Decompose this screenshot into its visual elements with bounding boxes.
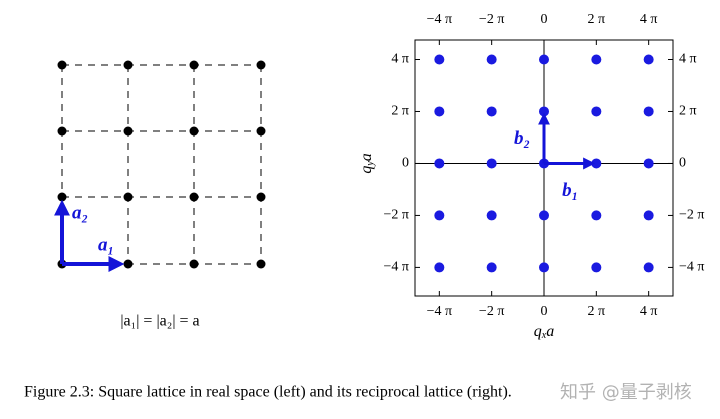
y-tick-label: 4 π — [391, 52, 409, 67]
y-tick-label-right: 0 — [679, 156, 686, 171]
x-tick-label-top: 2 π — [588, 12, 606, 27]
point — [643, 158, 654, 169]
lattice-point — [57, 192, 67, 202]
point — [539, 106, 549, 117]
label-a1: a₁ — [98, 234, 114, 255]
real-space-lattice — [61, 64, 262, 265]
y-tick-label: −2 π — [384, 208, 409, 223]
y-axis-label-base: q — [358, 166, 375, 174]
point — [486, 54, 497, 65]
lattice-point — [57, 126, 67, 136]
y-axis-label-tail: a — [358, 153, 375, 161]
point — [434, 54, 445, 65]
point — [643, 54, 654, 65]
x-tick-label: 2 π — [588, 304, 606, 319]
y-tick-label: 2 π — [391, 104, 409, 119]
point — [486, 106, 497, 117]
reciprocal-plot: −4 π −4 π −2 π −2 π 0 0 2 π 2 π 4 π 4 π −4 π −4 π −2… — [358, 12, 705, 341]
label-a2: a₂ — [72, 202, 88, 223]
point — [591, 54, 602, 65]
x-tick-label: 0 — [541, 304, 548, 319]
point — [643, 106, 654, 117]
x-tick-label: 4 π — [640, 304, 658, 319]
lattice-point — [189, 192, 199, 202]
point — [643, 210, 654, 221]
point — [591, 158, 602, 169]
x-tick-label: −4 π — [427, 304, 452, 319]
point — [486, 210, 497, 221]
point — [434, 210, 445, 221]
lattice-point — [256, 192, 266, 202]
point — [539, 54, 549, 65]
point — [434, 158, 445, 169]
point — [434, 262, 445, 273]
x-axis-label-sub: x — [541, 330, 547, 341]
x-tick-label-top: 4 π — [640, 12, 658, 27]
x-axis-label: qxa — [534, 323, 554, 342]
y-tick-label-right: −4 π — [679, 260, 704, 275]
vector-label: b₂ — [514, 128, 530, 149]
lattice-point — [189, 259, 199, 269]
y-tick-label-right: −2 π — [679, 208, 704, 223]
point — [591, 210, 602, 221]
x-tick-label-top: 0 — [541, 12, 548, 27]
y-tick-label: 0 — [402, 156, 409, 171]
caption: Figure 2.3: Square lattice in real space… — [24, 384, 512, 401]
point — [486, 262, 497, 273]
point — [434, 106, 445, 117]
lattice-points — [57, 60, 266, 269]
y-tick-label-right: 4 π — [679, 52, 697, 67]
lattice-point — [256, 126, 266, 136]
lattice-point — [256, 60, 266, 70]
x-tick-label-top: −4 π — [427, 12, 452, 27]
y-tick-label: −4 π — [384, 260, 409, 275]
lattice-point — [57, 60, 67, 70]
y-tick-label-right: 2 π — [679, 104, 697, 119]
point — [643, 262, 654, 273]
lattice-point — [123, 126, 133, 136]
point — [591, 106, 602, 117]
vector-label: b₁ — [562, 180, 578, 201]
equation: |a₁| = |a₂| = a — [120, 313, 199, 330]
x-tick-label: −2 π — [479, 304, 504, 319]
y-axis-label: qya — [358, 153, 377, 173]
point — [591, 262, 602, 273]
x-tick-label-top: −2 π — [479, 12, 504, 27]
y-axis-label-sub: y — [365, 161, 376, 167]
lattice-point — [189, 126, 199, 136]
lattice-point — [189, 60, 199, 70]
lattice-point — [256, 259, 266, 269]
point — [539, 262, 549, 273]
point — [486, 158, 497, 169]
lattice-point — [123, 192, 133, 202]
point — [539, 210, 549, 221]
lattice-point — [123, 60, 133, 70]
lattice-point — [123, 259, 133, 269]
x-axis-label-tail: a — [546, 323, 554, 340]
watermark: 知乎 @量子剥核 — [560, 382, 692, 403]
x-axis-label-base: q — [534, 323, 542, 340]
